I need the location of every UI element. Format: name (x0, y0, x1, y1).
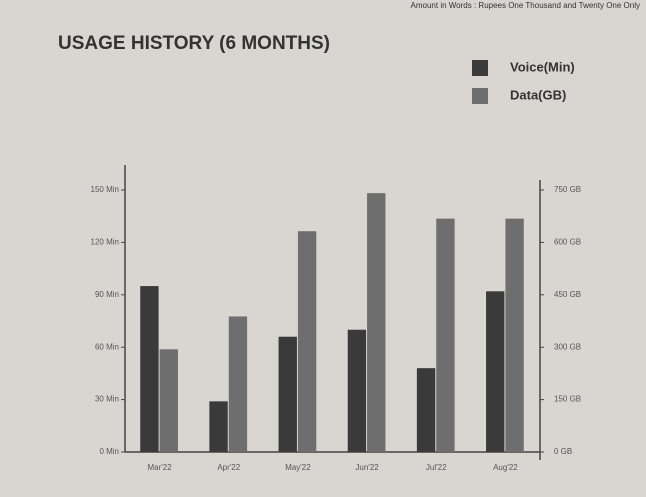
y2-tick-label: 750 GB (554, 185, 581, 194)
y-tick-label: 120 Min (91, 238, 119, 247)
bar (297, 231, 317, 452)
y2-tick-label: 0 GB (554, 447, 572, 456)
bar (347, 329, 367, 452)
bar (140, 286, 159, 452)
legend-label: Data(GB) (510, 87, 566, 102)
bar (367, 193, 386, 453)
bar (486, 291, 505, 452)
y-tick-label: 150 Min (91, 185, 119, 194)
bar (278, 336, 297, 452)
x-tick-label: Mar'22 (147, 463, 172, 472)
y2-tick-label: 300 GB (554, 342, 581, 351)
legend-swatch (472, 88, 488, 104)
legend-swatch (472, 60, 488, 76)
y-tick-label: 0 Min (99, 447, 119, 456)
header-note: Amount in Words : Rupees One Thousand an… (411, 1, 640, 10)
y-tick-label: 90 Min (95, 290, 119, 299)
bar (159, 349, 178, 452)
bar (416, 368, 436, 452)
y2-tick-label: 150 GB (554, 395, 581, 404)
bar (209, 401, 228, 452)
bar (505, 218, 524, 452)
y-tick-label: 30 Min (95, 395, 119, 404)
chart-title: USAGE HISTORY (6 MONTHS) (58, 33, 330, 54)
y2-tick-label: 450 GB (554, 290, 581, 299)
x-tick-label: May'22 (285, 463, 311, 472)
x-tick-label: Jul'22 (426, 463, 447, 472)
y2-tick-label: 600 GB (554, 238, 581, 247)
x-tick-label: Apr'22 (217, 463, 240, 472)
x-tick-label: Aug'22 (493, 463, 518, 472)
x-tick-label: Jun'22 (355, 463, 379, 472)
bar (436, 218, 455, 452)
bar (228, 316, 248, 452)
y-tick-label: 60 Min (95, 342, 119, 351)
legend-label: Voice(Min) (510, 59, 575, 74)
